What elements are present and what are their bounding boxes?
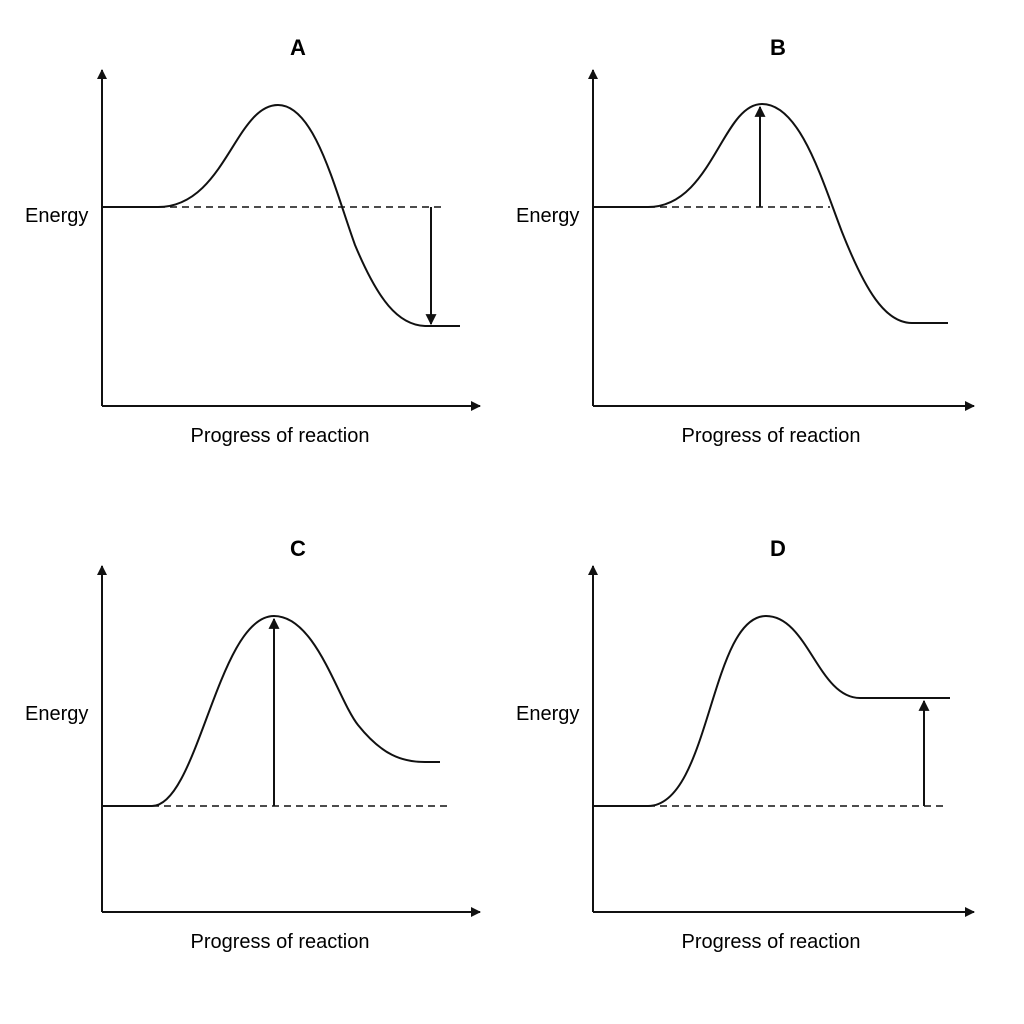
panel-d: D Energy Progress of reaction [516,536,975,953]
energy-curve [593,614,950,807]
energy-curve [102,103,460,327]
y-axis-label: Energy [25,703,88,725]
panel-b: B Energy Progress of reaction [516,35,975,447]
panel-a: A Energy Progress of reaction [25,35,481,447]
y-axis-label: Energy [25,205,88,227]
panel-title: C [290,536,306,561]
energy-curve [593,102,948,324]
x-axis-label: Progress of reaction [191,931,370,953]
panel-title: D [770,536,786,561]
x-axis-label: Progress of reaction [682,931,861,953]
y-axis-label: Energy [516,205,579,227]
x-axis-label: Progress of reaction [191,425,370,447]
energy-curve [102,614,440,807]
panel-c: C Energy Progress of reaction [25,536,481,953]
x-axis-label: Progress of reaction [682,425,861,447]
panel-title: B [770,35,786,60]
y-axis-label: Energy [516,703,579,725]
panel-title: A [290,35,306,60]
